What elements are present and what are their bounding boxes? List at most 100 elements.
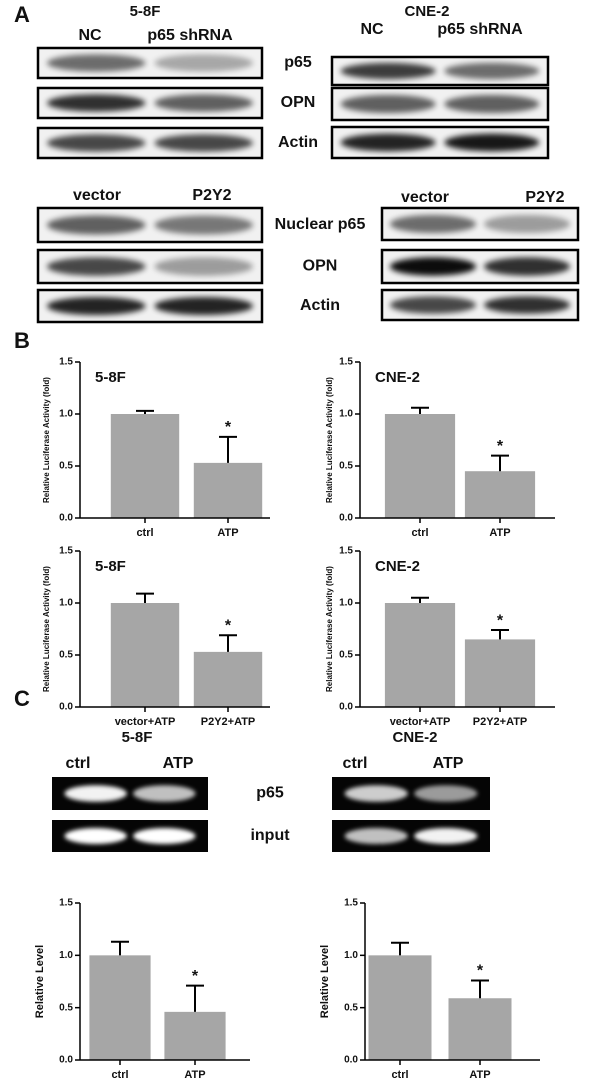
lane-label: NC	[78, 27, 102, 44]
y-tick-label: 0.5	[339, 461, 353, 472]
blot-band	[46, 134, 146, 152]
gel-band	[133, 828, 196, 844]
blot-band	[154, 296, 254, 316]
panel-letter: B	[14, 328, 30, 353]
y-axis-label: Relative Luciferase Activity (fold)	[325, 377, 334, 503]
y-tick-label: 0.0	[59, 702, 73, 713]
lane-label: P2Y2	[525, 189, 564, 206]
y-tick-label: 1.5	[339, 357, 353, 368]
lane-label: ATP	[433, 755, 464, 772]
y-tick-label: 1.0	[59, 950, 73, 961]
blot-title: CNE-2	[404, 3, 449, 20]
bar	[193, 651, 263, 707]
y-tick-label: 0.5	[339, 650, 353, 661]
lane-label: vector	[73, 187, 121, 204]
x-tick-label: ATP	[184, 1069, 205, 1081]
y-tick-label: 0.0	[59, 1055, 73, 1066]
blot-band	[46, 257, 146, 276]
y-axis-label: Relative Level	[319, 945, 331, 1018]
blot-band	[483, 296, 571, 314]
bar	[89, 955, 151, 1060]
significance-marker: *	[225, 617, 232, 634]
row-label: OPN	[281, 94, 316, 111]
blot-band	[154, 257, 254, 276]
gel-title: 5-8F	[122, 729, 153, 746]
x-tick-label: vector+ATP	[390, 716, 451, 728]
y-axis-label: Relative Level	[34, 945, 46, 1018]
row-label: Nuclear p65	[275, 216, 366, 233]
y-tick-label: 1.5	[339, 546, 353, 557]
bar	[368, 955, 432, 1060]
lane-label: ctrl	[343, 755, 368, 772]
bar	[110, 414, 180, 518]
row-label: input	[250, 827, 290, 844]
x-tick-label: ATP	[217, 527, 238, 539]
row-label: Actin	[278, 134, 318, 151]
blot-band	[154, 215, 254, 235]
lane-label: p65 shRNA	[147, 27, 233, 44]
lane-label: ctrl	[66, 755, 91, 772]
bar	[164, 1011, 226, 1060]
significance-marker: *	[225, 419, 232, 436]
panel-letter: C	[14, 686, 30, 711]
gel-title: CNE-2	[392, 729, 437, 746]
bar	[384, 603, 456, 707]
gel-band	[133, 785, 196, 802]
bar	[193, 462, 263, 518]
blot-band	[340, 62, 436, 80]
y-tick-label: 0.0	[339, 702, 353, 713]
gel-band	[344, 785, 408, 802]
blot-band	[154, 54, 254, 72]
blot-title: 5-8F	[130, 3, 161, 20]
blot-band	[444, 62, 540, 80]
blot-band	[389, 214, 477, 234]
y-tick-label: 0.0	[344, 1055, 358, 1066]
row-label: p65	[256, 785, 284, 802]
y-tick-label: 1.5	[59, 546, 73, 557]
y-tick-label: 1.5	[59, 898, 73, 909]
bar	[464, 471, 536, 518]
blot-band	[46, 94, 146, 112]
bar	[110, 603, 180, 707]
chart-title: CNE-2	[375, 558, 420, 575]
y-tick-label: 1.0	[339, 409, 353, 420]
lane-label: vector	[401, 189, 449, 206]
y-tick-label: 1.0	[339, 598, 353, 609]
lane-label: NC	[360, 21, 384, 38]
blot-band	[46, 296, 146, 316]
y-tick-label: 0.5	[59, 461, 73, 472]
x-tick-label: vector+ATP	[115, 716, 176, 728]
bar	[448, 998, 512, 1060]
y-tick-label: 1.0	[344, 950, 358, 961]
significance-marker: *	[477, 963, 484, 980]
significance-marker: *	[497, 438, 504, 455]
y-tick-label: 0.0	[339, 513, 353, 524]
blot-band	[46, 215, 146, 235]
blot-band	[154, 134, 254, 152]
row-label: p65	[284, 54, 312, 71]
y-axis-label: Relative Luciferase Activity (fold)	[325, 566, 334, 692]
bar	[384, 414, 456, 518]
y-tick-label: 1.5	[344, 898, 358, 909]
blot-band	[483, 257, 571, 276]
x-tick-label: ATP	[489, 527, 510, 539]
blot-band	[444, 94, 540, 114]
blot-band	[340, 133, 436, 152]
x-tick-label: ctrl	[111, 1069, 128, 1081]
gel-band	[64, 785, 127, 802]
x-tick-label: ctrl	[136, 527, 153, 539]
row-label: Actin	[300, 297, 340, 314]
y-axis-label: Relative Luciferase Activity (fold)	[42, 377, 51, 503]
y-axis-label: Relative Luciferase Activity (fold)	[42, 566, 51, 692]
y-tick-label: 0.0	[59, 513, 73, 524]
lane-label: P2Y2	[192, 187, 231, 204]
lane-label: p65 shRNA	[437, 21, 523, 38]
y-tick-label: 1.0	[59, 409, 73, 420]
y-tick-label: 0.5	[344, 1002, 358, 1013]
x-tick-label: ctrl	[391, 1069, 408, 1081]
blot-band	[483, 214, 571, 234]
blot-band	[340, 94, 436, 114]
blot-band	[389, 257, 477, 276]
x-tick-label: P2Y2+ATP	[473, 716, 528, 728]
blot-band	[154, 94, 254, 112]
